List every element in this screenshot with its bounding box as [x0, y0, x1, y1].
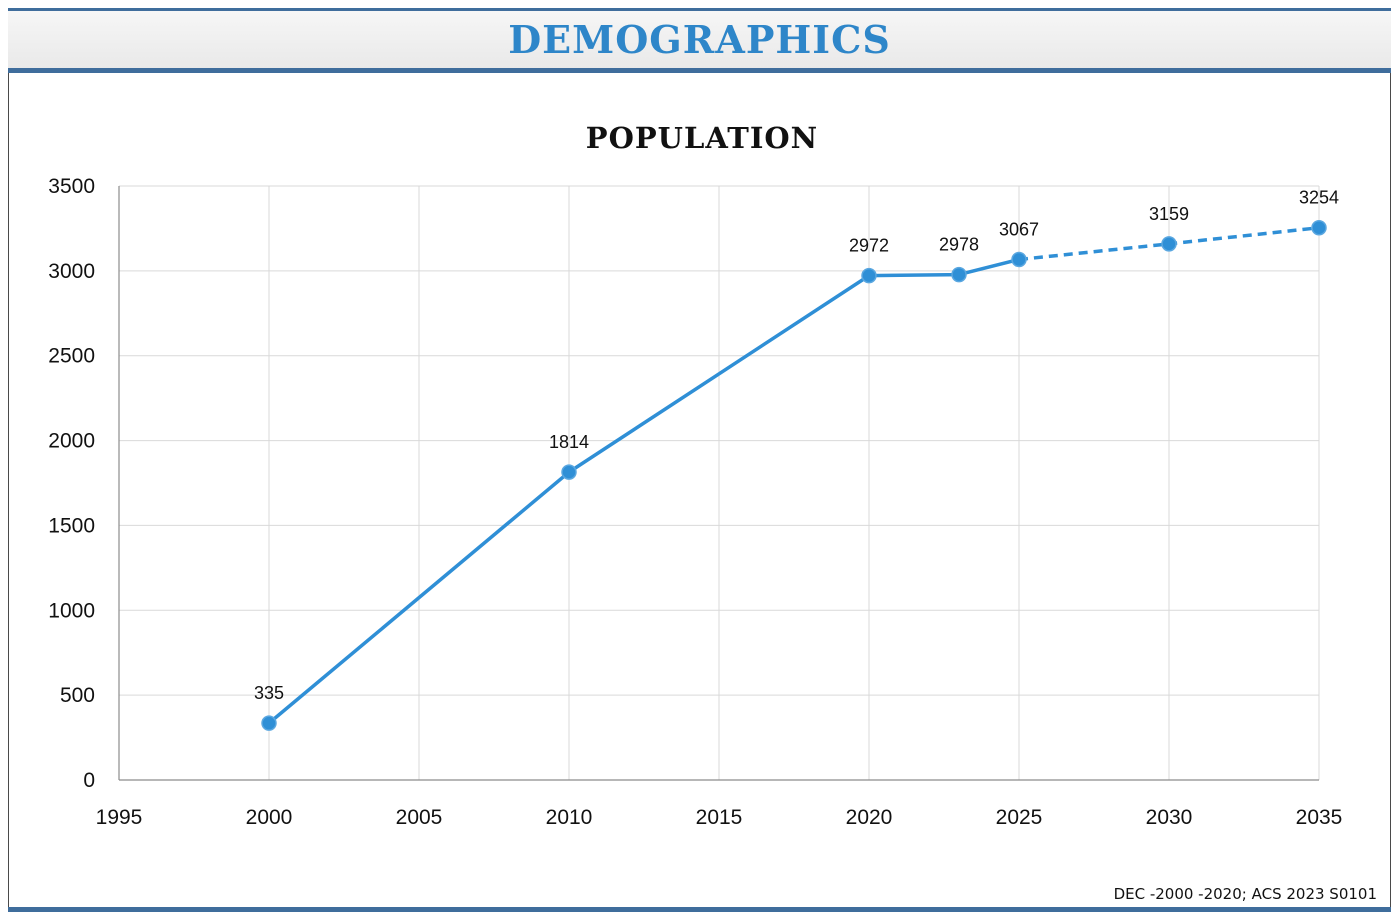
bottom-border: [8, 907, 1391, 912]
data-label: 3254: [1299, 188, 1339, 208]
data-label: 2972: [849, 236, 889, 256]
x-tick-label: 2025: [996, 806, 1043, 829]
y-tick-label: 500: [60, 684, 95, 707]
y-tick-label: 1000: [48, 599, 95, 622]
grid: [119, 185, 1320, 780]
y-tick-label: 3500: [48, 175, 95, 198]
data-label: 3159: [1149, 204, 1189, 224]
data-label: 2978: [939, 235, 979, 255]
tick-labels: 0 500 1000 1500 2000 2500 3000 3500 1995 2000 2005…: [48, 175, 1342, 829]
x-tick-label: 2030: [1146, 806, 1193, 829]
data-labels: 335 1814 2972 2978 3067 3159 3254: [254, 188, 1339, 703]
section-header: DEMOGRAPHICS: [8, 8, 1391, 73]
axes: [118, 186, 1319, 781]
data-point: [261, 715, 277, 731]
data-point: [861, 267, 877, 284]
section-title: DEMOGRAPHICS: [508, 17, 891, 62]
x-tick-label: 2010: [546, 806, 593, 829]
data-point: [951, 266, 967, 283]
y-tick-label: 1500: [48, 514, 95, 537]
x-tick-label: 2015: [696, 806, 743, 829]
y-tick-label: 3000: [48, 260, 95, 283]
x-tick-label: 2000: [246, 806, 293, 829]
x-tick-label: 2020: [846, 806, 893, 829]
data-point: [1311, 219, 1327, 236]
data-point: [561, 464, 577, 480]
data-label: 1814: [549, 432, 589, 452]
series-lines: [267, 226, 1320, 725]
page-frame: [8, 8, 1391, 912]
data-point: [1161, 236, 1177, 252]
y-tick-label: 0: [83, 769, 95, 792]
data-point: [1011, 251, 1027, 268]
x-tick-label: 2005: [396, 806, 443, 829]
data-label: 3067: [999, 219, 1039, 239]
data-label: 335: [254, 683, 284, 703]
population-line: [267, 257, 1020, 725]
y-tick-label: 2500: [48, 345, 95, 368]
x-tick-label: 1995: [96, 806, 143, 829]
data-points: [261, 219, 1327, 731]
y-tick-label: 2000: [48, 430, 95, 453]
chart-title: POPULATION: [586, 121, 818, 155]
x-tick-label: 2035: [1296, 806, 1343, 829]
source-note: DEC -2000 -2020; ACS 2023 S0101: [1113, 885, 1377, 903]
